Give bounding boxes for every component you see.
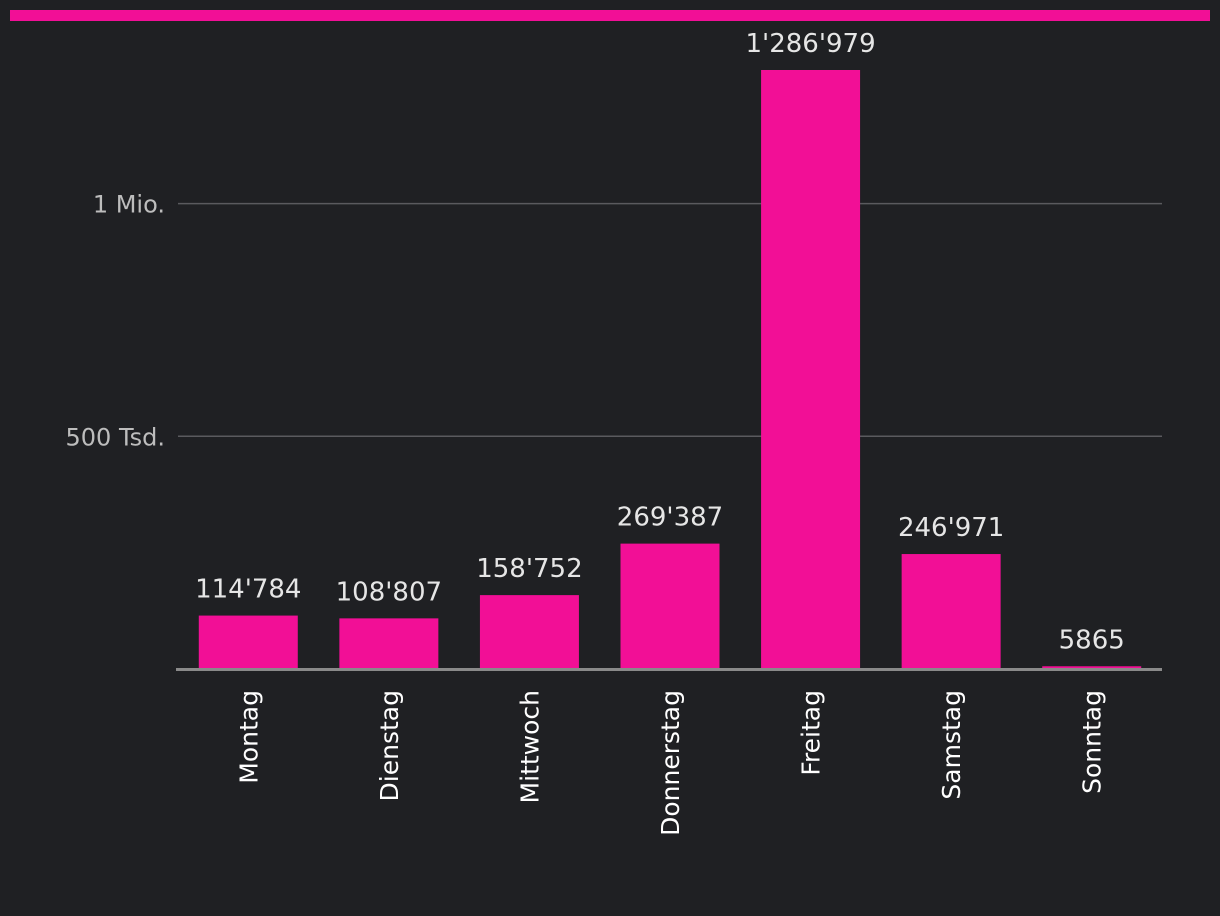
x-axis-ticks: Montag Dienstag Mittwoch Donnerstag Freitag S… bbox=[234, 690, 1106, 836]
x-tick-label: Montag bbox=[234, 690, 263, 784]
value-labels: 114'784 108'807 158'752 269'387 1'286'979 246… bbox=[195, 29, 1125, 655]
bar-dienstag bbox=[339, 618, 439, 669]
bars bbox=[198, 70, 1142, 669]
x-tick-label: Dienstag bbox=[375, 690, 404, 801]
x-tick-label: Sonntag bbox=[1078, 690, 1107, 794]
value-label: 158'752 bbox=[476, 554, 582, 584]
bar-freitag bbox=[761, 70, 861, 669]
bar-sonntag bbox=[1042, 666, 1142, 669]
x-tick-label: Mittwoch bbox=[515, 690, 544, 803]
value-label: 114'784 bbox=[195, 575, 301, 605]
y-tick-label: 1 Mio. bbox=[93, 191, 165, 219]
value-label: 246'971 bbox=[898, 513, 1004, 543]
x-tick-label: Donnerstag bbox=[656, 690, 685, 836]
accent-top-bar bbox=[10, 10, 1210, 21]
value-label: 1'286'979 bbox=[746, 29, 876, 59]
x-tick-label: Samstag bbox=[937, 690, 966, 800]
bar-montag bbox=[198, 615, 298, 669]
gridlines bbox=[178, 202, 1162, 438]
bar-donnerstag bbox=[620, 543, 720, 669]
value-label: 269'387 bbox=[617, 503, 723, 533]
bar-mittwoch bbox=[479, 595, 579, 669]
x-tick-label: Freitag bbox=[797, 690, 826, 776]
y-tick-label: 500 Tsd. bbox=[66, 423, 166, 451]
value-label: 5865 bbox=[1059, 625, 1125, 655]
value-label: 108'807 bbox=[336, 577, 442, 607]
bar-samstag bbox=[901, 554, 1001, 669]
y-axis-ticks: 500 Tsd. 1 Mio. bbox=[66, 191, 166, 452]
